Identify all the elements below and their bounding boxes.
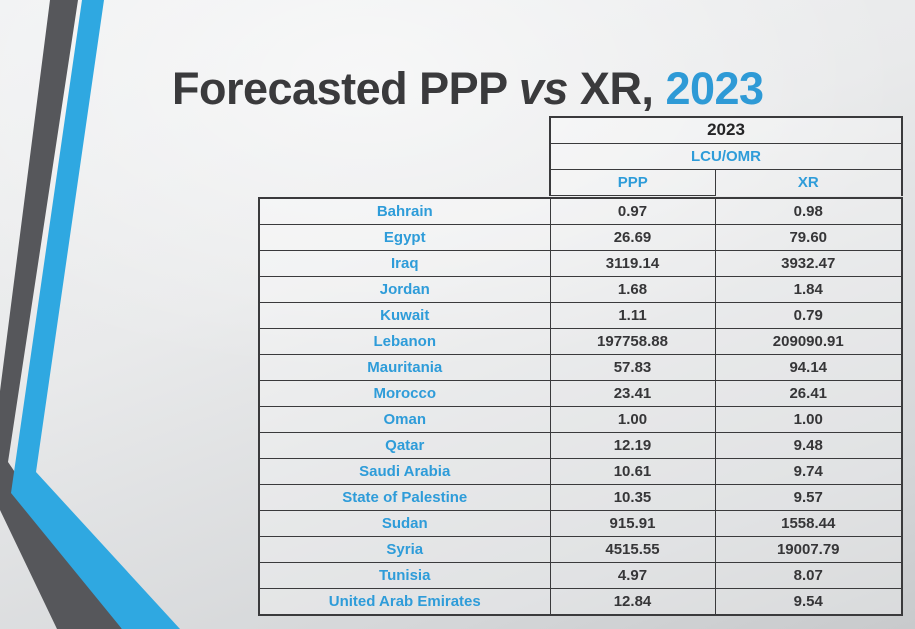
country-cell: State of Palestine [258, 484, 551, 512]
table-row: Qatar 12.19 9.48 [258, 431, 903, 459]
xr-value-cell: 3932.47 [714, 249, 903, 277]
ppp-value-cell: 10.35 [549, 484, 716, 512]
slide-title: Forecasted PPP vs XR, 2023 [124, 11, 764, 167]
xr-value-cell: 9.74 [714, 457, 903, 486]
xr-value-cell: 79.60 [714, 223, 903, 251]
table-row: Sudan 915.91 1558.44 [258, 510, 903, 538]
table-row: Iraq 3119.14 3932.47 [258, 249, 903, 277]
table-row: Kuwait 1.11 0.79 [258, 301, 903, 329]
xr-value-cell: 9.57 [714, 484, 903, 512]
ppp-value-cell: 1.68 [549, 275, 716, 303]
title-year: 2023 [665, 63, 764, 114]
country-cell: United Arab Emirates [258, 588, 551, 616]
ppp-value-cell: 23.41 [549, 379, 716, 407]
country-cell: Lebanon [258, 327, 551, 355]
ppp-value-cell: 12.19 [549, 431, 716, 459]
country-cell: Qatar [258, 431, 551, 459]
xr-value-cell: 9.48 [714, 431, 903, 459]
table-row: Tunisia 4.97 8.07 [258, 562, 903, 590]
ppp-value-cell: 0.97 [549, 197, 716, 225]
table-row: Mauritania 57.83 94.14 [258, 353, 903, 381]
xr-value-cell: 9.54 [714, 588, 903, 616]
xr-value-cell: 0.79 [714, 301, 903, 329]
unit-header-row: LCU/OMR [549, 142, 903, 170]
country-cell: Syria [258, 536, 551, 564]
table-row: State of Palestine 10.35 9.57 [258, 484, 903, 512]
country-cell: Egypt [258, 223, 551, 251]
table-row: Jordan 1.68 1.84 [258, 275, 903, 303]
xr-value-cell: 0.98 [714, 197, 903, 225]
unit-header-cell: LCU/OMR [549, 142, 903, 170]
xr-value-cell: 1.00 [714, 405, 903, 433]
table-row: Morocco 23.41 26.41 [258, 379, 903, 407]
country-cell: Bahrain [258, 197, 551, 225]
chevron-gray-stripe [0, 0, 122, 629]
country-cell: Jordan [258, 275, 551, 303]
table-row: United Arab Emirates 12.84 9.54 [258, 588, 903, 616]
country-cell: Tunisia [258, 562, 551, 590]
country-cell: Morocco [258, 379, 551, 407]
country-cell: Iraq [258, 249, 551, 277]
table-row: Saudi Arabia 10.61 9.74 [258, 457, 903, 486]
xr-value-cell: 1558.44 [714, 510, 903, 538]
ppp-value-cell: 26.69 [549, 223, 716, 251]
year-header-row: 2023 [549, 116, 903, 144]
ppp-value-cell: 4.97 [549, 562, 716, 590]
xr-value-cell: 94.14 [714, 353, 903, 381]
ppp-value-cell: 1.11 [549, 301, 716, 329]
ppp-value-cell: 4515.55 [549, 536, 716, 564]
ppp-value-cell: 12.84 [549, 588, 716, 616]
country-cell: Sudan [258, 510, 551, 538]
title-text: Forecasted PPP [172, 63, 519, 114]
country-cell: Mauritania [258, 353, 551, 381]
title-xr-text: XR, [567, 63, 666, 114]
table-row: Oman 1.00 1.00 [258, 405, 903, 433]
column-header-ppp: PPP [549, 169, 716, 197]
ppp-value-cell: 10.61 [549, 457, 716, 486]
table-row: Bahrain 0.97 0.98 [258, 197, 903, 225]
xr-value-cell: 26.41 [714, 379, 903, 407]
column-header-row: PPP XR [549, 169, 903, 197]
table-row: Lebanon 197758.88 209090.91 [258, 327, 903, 355]
xr-value-cell: 209090.91 [714, 327, 903, 355]
ppp-value-cell: 57.83 [549, 353, 716, 381]
table-row: Syria 4515.55 19007.79 [258, 536, 903, 564]
year-header-cell: 2023 [549, 116, 903, 144]
ppp-value-cell: 3119.14 [549, 249, 716, 277]
xr-value-cell: 1.84 [714, 275, 903, 303]
country-cell: Saudi Arabia [258, 457, 551, 486]
country-cell: Kuwait [258, 301, 551, 329]
ppp-value-cell: 197758.88 [549, 327, 716, 355]
table-row: Egypt 26.69 79.60 [258, 223, 903, 251]
year-unit-header-table: 2023 LCU/OMR PPP XR [549, 116, 904, 197]
country-data-table: Bahrain 0.97 0.98 Egypt 26.69 79.60 Iraq 3119.1… [258, 197, 903, 616]
title-vs-italic: vs [518, 63, 569, 114]
xr-value-cell: 19007.79 [714, 536, 903, 564]
xr-value-cell: 8.07 [714, 562, 903, 590]
ppp-value-cell: 1.00 [549, 405, 716, 433]
country-cell: Oman [258, 405, 551, 433]
country-table-body: Bahrain 0.97 0.98 Egypt 26.69 79.60 Iraq 3119.1… [258, 197, 903, 616]
column-header-xr: XR [714, 169, 903, 196]
ppp-value-cell: 915.91 [549, 510, 716, 538]
